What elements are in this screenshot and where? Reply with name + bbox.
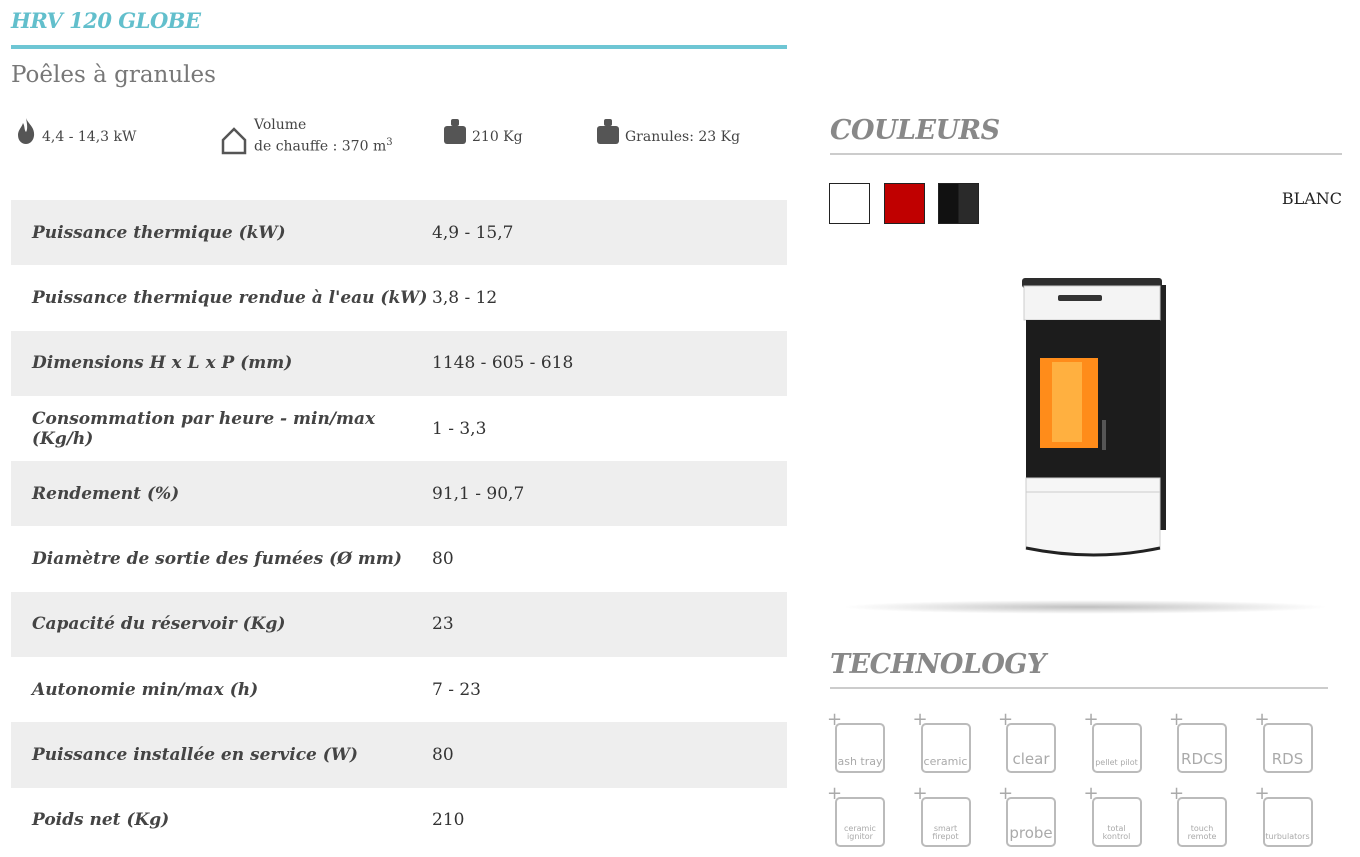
tech-label: total kontrol [1091, 797, 1142, 847]
spec-value: 80 [432, 549, 454, 570]
spec-label: Poids net (Kg) [32, 810, 170, 831]
spec-value: 80 [432, 722, 787, 788]
swatch-white[interactable] [829, 183, 870, 224]
swatch-black[interactable] [938, 183, 979, 224]
spec-value: 1 - 3,3 [432, 418, 487, 439]
house-icon [221, 126, 247, 154]
feature-weight: 210 Kg [443, 117, 523, 145]
spec-value: 3,8 - 12 [432, 287, 498, 308]
tech-label: ceramic [920, 723, 971, 773]
spec-label: Puissance installée en service (W) [11, 722, 432, 788]
feature-text: 210 Kg [472, 129, 523, 145]
spec-label: Autonomie min/max (h) [32, 679, 259, 700]
spec-label: Diamètre de sortie des fumées (Ø mm) [32, 549, 402, 570]
tech-label: ash tray [835, 723, 885, 773]
tech-icon-turbulators-icon[interactable]: + turbulators [1254, 785, 1313, 847]
tech-icon-touch-remote-icon[interactable]: + touch remote [1169, 785, 1227, 847]
tech-label: pellet pilot [1091, 723, 1142, 773]
spec-row: Dimensions H x L x P (mm) 1148 - 605 - 61… [11, 330, 787, 396]
colors-divider [830, 153, 1342, 155]
flame-icon [18, 118, 35, 144]
feature-sup: 3 [386, 137, 393, 148]
spec-row: Puissance installée en service (W) 80 [11, 722, 787, 788]
spec-value: 7 - 23 [432, 679, 481, 700]
spec-value: 91,1 - 90,7 [432, 461, 787, 527]
weight-icon [444, 119, 466, 144]
spec-value: 4,9 - 15,7 [432, 200, 787, 266]
tech-icon-ceramic-ignitor-icon[interactable]: + ceramic ignitor [827, 785, 885, 847]
spec-label: Consommation par heure - min/max (Kg/h) [32, 408, 376, 449]
spec-row: Rendement (%) 91,1 - 90,7 [11, 461, 787, 527]
spec-row: Consommation par heure - min/max (Kg/h) 1… [11, 396, 787, 461]
title-divider [11, 45, 787, 49]
swatch-red[interactable] [884, 183, 925, 224]
feature-text: Granules: 23 Kg [625, 129, 741, 145]
stove-shadow [840, 600, 1330, 614]
spec-value: 23 [432, 591, 787, 658]
feature-volume: Volume de chauffe : 370 m3 [219, 117, 393, 156]
tech-icon-ash-tray-icon[interactable]: + ash tray [827, 711, 885, 773]
selected-color-label: BLANC [1281, 189, 1342, 208]
spec-value: 210 [432, 810, 465, 831]
spec-label: Rendement (%) [11, 461, 432, 527]
feature-pellets: Granules: 23 Kg [596, 117, 740, 145]
product-title: HRV 120 GLOBE [11, 8, 201, 33]
tech-label: RDCS [1177, 723, 1227, 773]
colors-heading: COULEURS [830, 115, 1000, 146]
feature-text-line2: de chauffe : 370 m [254, 138, 387, 155]
spec-label: Puissance thermique (kW) [11, 200, 432, 266]
spec-row: Diamètre de sortie des fumées (Ø mm) 80 [11, 526, 787, 591]
tech-icon-smart-firepot-icon[interactable]: + smart firepot [912, 785, 971, 847]
spec-row: Capacité du réservoir (Kg) 23 [11, 591, 787, 658]
spec-row: Puissance thermique rendue à l'eau (kW) 3… [11, 265, 787, 330]
tech-label: smart firepot [920, 797, 971, 847]
spec-label: Puissance thermique rendue à l'eau (kW) [32, 287, 428, 308]
tech-label: clear [1006, 723, 1056, 773]
stove-image [1022, 278, 1166, 557]
tech-label: turbulators [1262, 797, 1313, 847]
feature-text: 4,4 - 14,3 kW [42, 129, 137, 145]
product-category: Poêles à granules [11, 62, 216, 88]
tech-icon-clear-icon[interactable]: + clear [998, 711, 1056, 773]
tech-icon-probe-icon[interactable]: + probe [998, 785, 1056, 847]
tech-icon-ceramic-icon[interactable]: + ceramic [912, 711, 971, 773]
tech-icon-rds-icon[interactable]: + RDS [1254, 711, 1313, 773]
spec-row: Puissance thermique (kW) 4,9 - 15,7 [11, 200, 787, 266]
feature-power: 4,4 - 14,3 kW [15, 117, 136, 145]
weight-icon [597, 119, 619, 144]
technology-divider [830, 687, 1328, 689]
tech-label: RDS [1262, 723, 1313, 773]
spec-table: Puissance thermique (kW) 4,9 - 15,7 Puissa… [11, 200, 787, 853]
tech-label: ceramic ignitor [835, 797, 885, 847]
tech-icon-pellet-pilot-icon[interactable]: + pellet pilot [1083, 711, 1142, 773]
technology-heading: TECHNOLOGY [830, 649, 1046, 680]
spec-label: Capacité du réservoir (Kg) [11, 591, 432, 658]
feature-text-line1: Volume [254, 117, 307, 133]
spec-value: 1148 - 605 - 618 [432, 330, 787, 396]
spec-label: Dimensions H x L x P (mm) [11, 330, 432, 396]
tech-label: probe [1006, 797, 1056, 847]
tech-icon-rdcs-icon[interactable]: + RDCS [1169, 711, 1227, 773]
spec-row: Poids net (Kg) 210 [11, 788, 787, 853]
spec-row: Autonomie min/max (h) 7 - 23 [11, 657, 787, 722]
tech-icon-total-kontrol-icon[interactable]: + total kontrol [1083, 785, 1142, 847]
tech-label: touch remote [1177, 797, 1227, 847]
